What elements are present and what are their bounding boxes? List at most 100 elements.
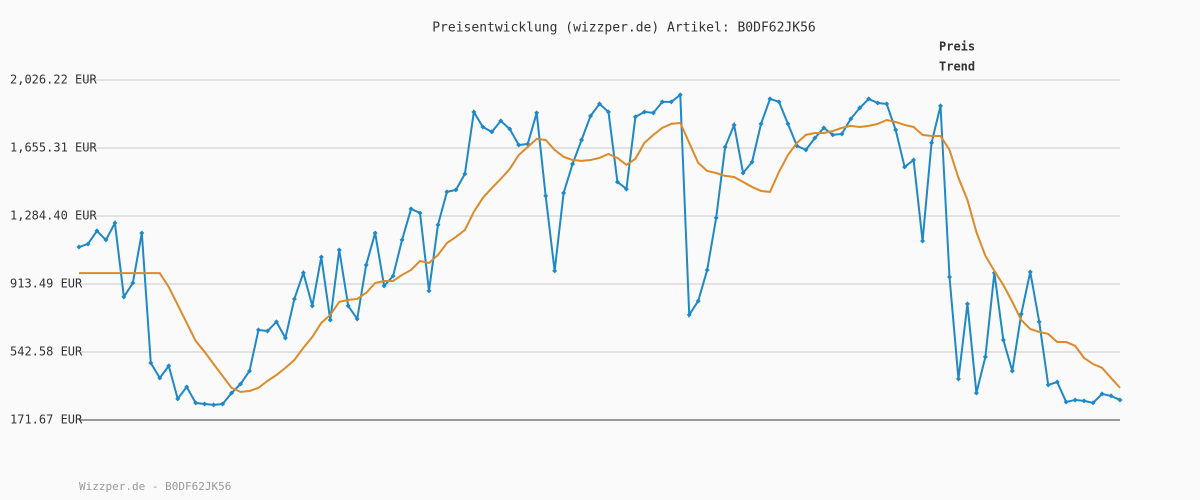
point xyxy=(902,164,908,170)
point xyxy=(1054,379,1060,385)
point xyxy=(1072,397,1078,403)
point xyxy=(866,96,872,102)
y-tick-label: 2,026.22 EUR xyxy=(10,73,97,87)
point xyxy=(758,121,764,127)
point xyxy=(291,296,297,302)
point xyxy=(363,262,369,268)
point xyxy=(175,396,181,402)
point xyxy=(722,144,728,150)
point xyxy=(435,222,441,228)
point xyxy=(238,381,244,387)
point xyxy=(426,288,432,294)
point xyxy=(973,390,979,396)
point xyxy=(534,110,540,116)
point xyxy=(803,147,809,153)
point xyxy=(471,109,477,115)
point xyxy=(408,206,414,212)
point xyxy=(345,303,351,309)
point xyxy=(255,327,261,333)
y-tick-label: 1,655.31 EUR xyxy=(10,141,97,155)
point xyxy=(964,301,970,307)
point xyxy=(561,190,567,196)
point xyxy=(121,294,127,300)
point xyxy=(453,187,459,193)
point xyxy=(632,114,638,120)
point xyxy=(1099,391,1105,397)
point xyxy=(946,274,952,280)
point xyxy=(812,135,818,141)
point xyxy=(211,402,217,408)
point xyxy=(462,171,468,177)
point xyxy=(749,159,755,165)
point xyxy=(480,124,486,130)
point xyxy=(686,312,692,318)
point xyxy=(579,137,585,143)
point xyxy=(893,127,899,133)
point xyxy=(417,210,423,216)
point xyxy=(982,354,988,360)
point xyxy=(103,237,109,243)
point xyxy=(623,186,629,192)
point xyxy=(650,110,656,116)
point xyxy=(731,122,737,128)
point xyxy=(713,215,719,221)
point xyxy=(1045,382,1051,388)
point xyxy=(543,193,549,199)
point xyxy=(552,268,558,274)
legend-entry: Preis xyxy=(939,40,975,54)
legend-entry: Trend xyxy=(939,60,975,74)
point xyxy=(76,244,82,250)
point xyxy=(1018,311,1024,317)
point xyxy=(157,375,163,381)
point xyxy=(659,99,665,105)
point xyxy=(1009,368,1015,374)
chart-title: Preisentwicklung (wizzper.de) Artikel: B… xyxy=(432,21,816,36)
point xyxy=(372,230,378,236)
point xyxy=(929,140,935,146)
point xyxy=(605,109,611,115)
point xyxy=(139,230,145,236)
point xyxy=(1063,399,1069,405)
point xyxy=(247,368,253,374)
point xyxy=(695,298,701,304)
point xyxy=(300,270,306,276)
point xyxy=(327,317,333,323)
point xyxy=(148,360,154,366)
point xyxy=(588,113,594,119)
point xyxy=(94,228,100,234)
point xyxy=(444,189,450,195)
y-tick-label: 913.49 EUR xyxy=(10,277,83,291)
point xyxy=(767,96,773,102)
point xyxy=(668,99,674,105)
point xyxy=(273,319,279,325)
point xyxy=(202,401,208,407)
point xyxy=(839,131,845,137)
y-tick-label: 171.67 EUR xyxy=(10,413,83,427)
point xyxy=(570,161,576,167)
point xyxy=(884,101,890,107)
point xyxy=(229,390,235,396)
point xyxy=(318,254,324,260)
point xyxy=(498,118,504,124)
point xyxy=(641,109,647,115)
point xyxy=(848,116,854,122)
point xyxy=(1000,337,1006,343)
point xyxy=(264,328,270,334)
point xyxy=(282,335,288,341)
point xyxy=(920,238,926,244)
point xyxy=(704,267,710,273)
point xyxy=(516,142,522,148)
point xyxy=(955,376,961,382)
point xyxy=(166,363,172,369)
point xyxy=(911,157,917,163)
point xyxy=(938,103,944,109)
point xyxy=(677,92,683,98)
footer: Wizzper.de - B0DF62JK56 xyxy=(79,480,231,493)
point xyxy=(130,280,136,286)
point xyxy=(220,401,226,407)
point xyxy=(309,303,315,309)
point xyxy=(857,105,863,111)
point xyxy=(821,125,827,131)
